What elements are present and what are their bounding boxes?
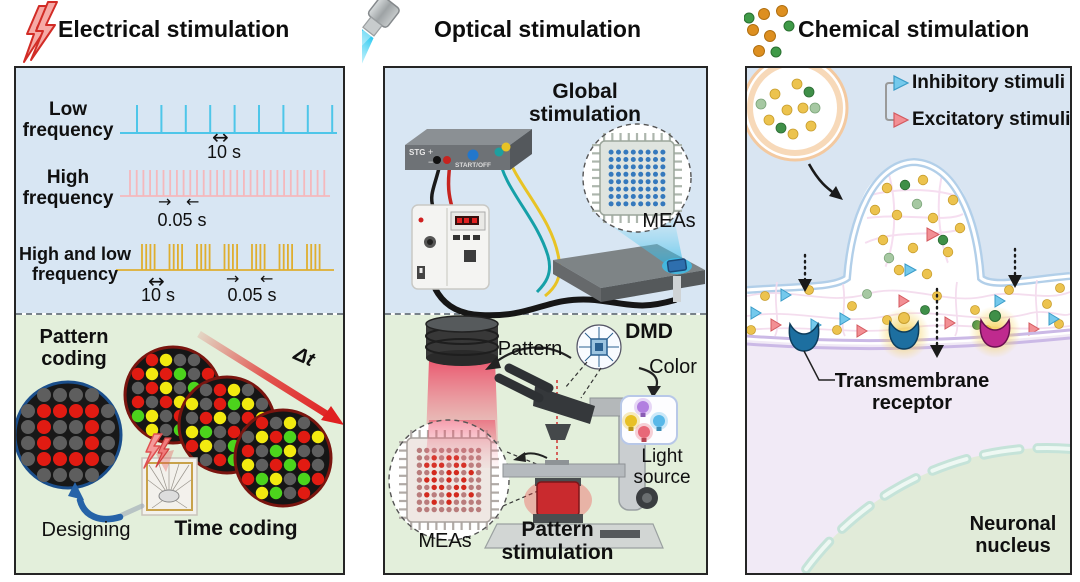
light-source-label: Light source — [633, 446, 691, 488]
pattern-label: Pattern — [497, 338, 563, 360]
electrical-top-background — [16, 68, 343, 313]
receptor-blue-activated — [878, 308, 930, 360]
color-arrow — [638, 366, 661, 398]
stg-plus: + — [428, 147, 433, 157]
stg-text: STG — [409, 148, 425, 157]
chemical-graphics — [747, 68, 1070, 573]
excitatory-arrow-icon — [893, 112, 910, 128]
interval-double-arrow-icon: ↔ — [212, 125, 229, 149]
light-lamp-icon — [362, 0, 400, 64]
designing-arrow — [68, 482, 145, 523]
light-source-box — [620, 395, 678, 445]
mixed-slow-interval-label: 10 s — [140, 285, 176, 305]
dmd-label: DMD — [625, 320, 673, 343]
designing-label: Designing — [41, 519, 131, 541]
mea-chip-image — [141, 433, 198, 516]
mixed-frequency-label: High and low frequency — [19, 244, 131, 284]
transmembrane-label: Transmembrane receptor — [834, 370, 990, 414]
high-frequency-train — [120, 170, 330, 197]
time-coding-dish-3 — [233, 408, 333, 508]
optical-graphics: STG + − START/OFF — [388, 123, 705, 549]
dmd-chip — [576, 324, 622, 370]
pattern-coding-dish — [16, 380, 123, 490]
vesicle — [747, 68, 849, 162]
signal-arrows — [803, 247, 1017, 348]
optical-panel: STG + − START/OFF — [383, 66, 708, 575]
optical-title: Optical stimulation — [434, 16, 642, 42]
electrical-title: Electrical stimulation — [58, 16, 290, 42]
high-frequency-label: High frequency — [22, 167, 114, 209]
high-interval-label: 0.05 s — [157, 210, 207, 230]
presynaptic-membrane — [747, 157, 1070, 294]
mea-pattern-magnifier — [388, 419, 510, 541]
color-label: Color — [649, 356, 697, 378]
chemical-dots-icon — [744, 5, 795, 58]
mixed-frequency-train — [116, 244, 334, 271]
delta-t-arrow — [197, 331, 343, 425]
chemical-panel: Inhibitory stimuli Excitatory stimuli Tr… — [745, 66, 1072, 575]
low-frequency-label: Low frequency — [22, 99, 114, 141]
lightning-icon — [23, 1, 58, 63]
mea-magnifier — [582, 123, 692, 274]
chemical-title: Chemical stimulation — [798, 16, 1030, 42]
nucleus-label: Neuronal nucleus — [969, 513, 1057, 557]
electrical-divider — [16, 313, 343, 315]
inhibitory-arrow-icon — [893, 75, 910, 91]
bulb-icons — [622, 398, 668, 442]
global-stimulation-label: Global stimulation — [528, 80, 641, 127]
mea-chip-global — [592, 133, 682, 223]
interval-right-arrow-icon: → — [226, 269, 240, 288]
release-arrow — [807, 163, 843, 200]
interval-left-arrow-icon: ← — [186, 192, 200, 211]
electrical-panel: Low frequency ↔ 10 s High frequency → ← … — [14, 66, 345, 575]
meas-bottom-label: MEAs — [418, 530, 472, 552]
pattern-stimulation-label: Pattern stimulation — [501, 518, 614, 565]
vesicle-molecules — [755, 78, 821, 140]
neuronal-nucleus — [797, 443, 1070, 573]
receptor-blue — [788, 321, 820, 352]
bouton-molecules — [869, 174, 966, 280]
power-supply — [411, 204, 678, 319]
start-off-text: START/OFF — [455, 162, 491, 169]
stimuli-legend — [885, 75, 910, 128]
stg-stimulator: STG + − START/OFF — [405, 129, 562, 298]
time-coding-label: Time coding — [174, 517, 298, 540]
mixed-fast-interval-label: 0.05 s — [227, 285, 277, 305]
low-frequency-train — [120, 105, 337, 134]
receptor-pointer-line — [803, 350, 835, 381]
microscope — [484, 363, 664, 549]
electrical-graphics — [16, 105, 343, 523]
inhibitory-label: Inhibitory stimuli — [912, 72, 1066, 93]
interval-left-arrow-icon: ← — [260, 269, 274, 288]
pattern-coding-label: Pattern coding — [39, 326, 109, 370]
stg-minus: − — [428, 157, 433, 167]
pattern-arrow — [485, 346, 572, 370]
optical-divider — [385, 313, 706, 315]
low-interval-label: 10 s — [206, 142, 242, 162]
excitatory-label: Excitatory stimuli — [912, 109, 1071, 130]
signal-arrowheads — [798, 275, 1022, 358]
interval-right-arrow-icon: → — [158, 192, 172, 211]
meas-top-label: MEAs — [642, 210, 696, 232]
transmembrane-receptors — [788, 306, 1021, 381]
interval-double-arrow-icon: ↔ — [148, 269, 165, 293]
stage-arrow — [513, 452, 548, 462]
receptor-magenta-activated — [969, 306, 1021, 358]
